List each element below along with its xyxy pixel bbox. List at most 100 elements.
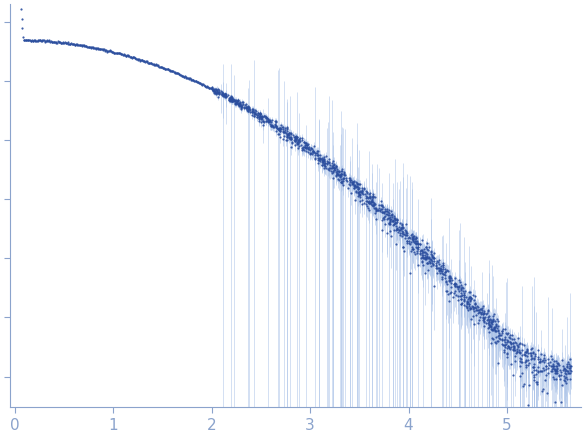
Point (74, 41, 83, 48)
Point (397, 222, 406, 229)
Point (463, 304, 472, 311)
Point (80, 42, 89, 49)
Point (244, 104, 253, 111)
Point (517, 358, 526, 365)
Point (215, 91, 224, 98)
Point (294, 135, 304, 142)
Point (560, 375, 570, 382)
Point (446, 280, 456, 287)
Point (221, 92, 230, 99)
Point (150, 62, 160, 69)
Point (43, 38, 52, 45)
Point (301, 140, 311, 147)
Point (218, 91, 228, 98)
Point (221, 94, 230, 101)
Point (276, 133, 285, 140)
Point (393, 216, 402, 223)
Point (227, 96, 236, 103)
Point (226, 96, 236, 103)
Point (406, 247, 415, 254)
Point (286, 133, 295, 140)
Point (369, 194, 378, 201)
Point (137, 57, 147, 64)
Point (384, 220, 394, 227)
Point (551, 366, 560, 373)
Point (425, 253, 434, 260)
Point (66, 41, 75, 48)
Point (309, 148, 318, 155)
Point (445, 297, 454, 304)
Point (84, 44, 93, 51)
Point (466, 295, 475, 302)
Point (132, 55, 142, 62)
Point (293, 136, 302, 143)
Point (484, 317, 494, 324)
Point (430, 282, 439, 289)
Point (346, 178, 355, 185)
Point (441, 265, 450, 272)
Point (549, 373, 558, 380)
Point (368, 203, 377, 210)
Point (388, 211, 397, 218)
Point (147, 60, 156, 67)
Point (245, 106, 254, 113)
Point (347, 180, 357, 187)
Point (476, 309, 485, 316)
Point (498, 329, 507, 336)
Point (488, 326, 498, 333)
Point (437, 267, 446, 274)
Point (283, 125, 292, 132)
Point (133, 55, 142, 62)
Point (555, 372, 564, 379)
Point (488, 336, 498, 343)
Point (432, 259, 441, 266)
Point (367, 201, 377, 208)
Point (505, 345, 514, 352)
Point (318, 157, 328, 164)
Point (412, 238, 421, 245)
Point (45, 38, 54, 45)
Point (493, 318, 502, 325)
Point (274, 130, 284, 137)
Point (529, 355, 538, 362)
Point (448, 276, 457, 283)
Point (286, 144, 295, 151)
Point (401, 231, 410, 238)
Point (56, 40, 66, 47)
Point (562, 373, 571, 380)
Point (450, 289, 459, 296)
Point (294, 140, 303, 147)
Point (539, 351, 549, 358)
Point (237, 104, 246, 111)
Point (474, 310, 483, 317)
Point (86, 44, 95, 51)
Point (396, 225, 405, 232)
Point (18, 24, 27, 31)
Point (30, 37, 39, 44)
Point (350, 182, 359, 189)
Point (387, 232, 396, 239)
Point (124, 52, 133, 59)
Point (340, 170, 349, 177)
Point (278, 129, 288, 136)
Point (483, 325, 493, 332)
Point (381, 210, 391, 217)
Point (50, 38, 59, 45)
Point (422, 245, 432, 252)
Point (273, 125, 282, 132)
Point (385, 227, 394, 234)
Point (321, 160, 330, 166)
Point (336, 170, 346, 177)
Point (266, 119, 276, 126)
Point (456, 278, 465, 285)
Point (146, 60, 155, 67)
Point (513, 335, 522, 342)
Point (492, 320, 501, 327)
Point (301, 143, 310, 150)
Point (514, 341, 524, 348)
Point (299, 146, 308, 153)
Point (134, 56, 143, 63)
Point (469, 297, 479, 304)
Point (462, 300, 472, 307)
Point (450, 280, 459, 287)
